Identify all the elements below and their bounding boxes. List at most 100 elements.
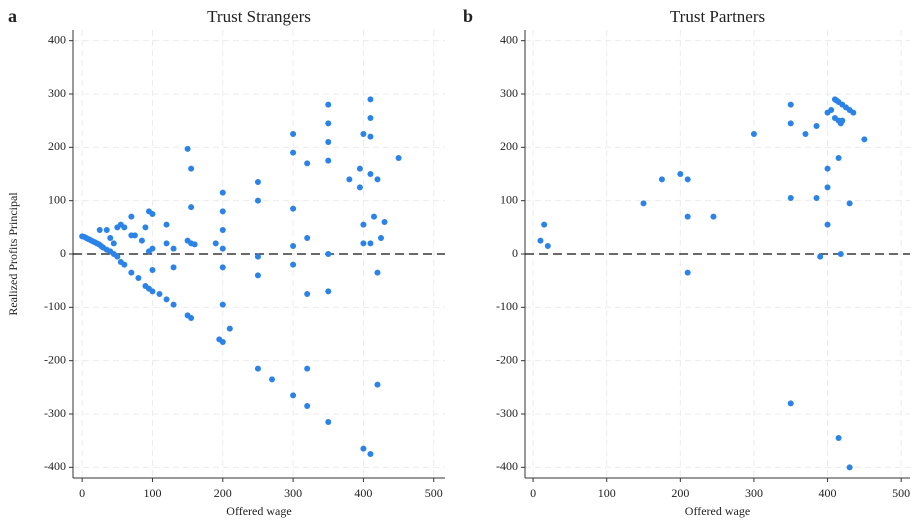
point [356, 184, 363, 191]
chart-title: Trust Strangers [207, 7, 311, 26]
point [149, 267, 156, 273]
point [813, 195, 820, 201]
x-axis-label: Offered wage [685, 504, 750, 518]
x-tick-label: 300 [745, 486, 763, 500]
y-tick-label: -200 [496, 352, 518, 366]
point [381, 219, 388, 225]
point [367, 451, 374, 457]
point [824, 184, 831, 191]
y-tick-label: 300 [500, 86, 518, 100]
point [374, 176, 381, 183]
point [839, 117, 846, 124]
point [128, 269, 135, 276]
point [677, 171, 684, 177]
point [290, 392, 297, 399]
point [360, 445, 367, 452]
point [325, 419, 332, 425]
point [658, 176, 665, 183]
point [850, 109, 857, 116]
point [750, 131, 757, 137]
point [802, 131, 809, 137]
point [138, 237, 145, 244]
point [219, 189, 226, 196]
point [817, 253, 824, 260]
point [131, 232, 138, 239]
point [367, 133, 374, 140]
point [219, 245, 226, 252]
point [325, 101, 332, 108]
y-tick-label: 200 [500, 139, 518, 153]
point [640, 200, 647, 207]
point [367, 115, 374, 121]
y-axis-label: Realized Profits Principal [6, 192, 20, 316]
point [142, 224, 149, 231]
point [149, 288, 156, 295]
y-tick-label: -400 [496, 459, 518, 473]
point [360, 221, 367, 228]
point [254, 253, 261, 260]
point [541, 221, 548, 228]
x-tick-label: 100 [598, 486, 616, 500]
chart-title: Trust Partners [670, 7, 765, 26]
point [188, 165, 195, 172]
x-tick-label: 0 [79, 486, 85, 500]
point [290, 205, 297, 212]
y-tick-label: -200 [44, 352, 66, 366]
point [128, 213, 135, 220]
y-tick-label: 100 [48, 192, 66, 206]
point [787, 400, 794, 407]
point [135, 275, 142, 281]
point [156, 291, 163, 297]
point [254, 272, 261, 279]
point [191, 241, 198, 248]
x-tick-label: 300 [284, 486, 302, 500]
point [212, 240, 219, 247]
point [170, 301, 177, 308]
point [367, 96, 374, 103]
point [219, 339, 226, 345]
point [188, 315, 195, 321]
y-tick-label: -100 [496, 299, 518, 313]
panel-label: b [463, 6, 473, 26]
point [360, 240, 367, 247]
point [813, 123, 820, 129]
point [121, 261, 128, 268]
point [226, 325, 233, 332]
point [304, 365, 311, 372]
y-tick-label: 400 [48, 32, 66, 46]
point [110, 240, 117, 247]
point [378, 235, 385, 241]
point [219, 264, 226, 271]
y-tick-label: 100 [500, 192, 518, 206]
point [824, 165, 831, 172]
point [824, 221, 831, 228]
point [537, 237, 544, 244]
point [145, 248, 152, 255]
x-tick-label: 500 [892, 486, 910, 500]
y-tick-label: -300 [496, 406, 518, 420]
point [219, 301, 226, 308]
point [374, 269, 381, 276]
point [837, 251, 844, 257]
y-tick-label: -100 [44, 299, 66, 313]
point [103, 227, 110, 233]
point [325, 251, 332, 257]
point [367, 171, 374, 177]
point [370, 213, 377, 220]
point [121, 224, 128, 231]
point [346, 176, 353, 183]
point [163, 296, 170, 303]
x-tick-label: 200 [214, 486, 232, 500]
point [304, 235, 311, 241]
x-tick-label: 400 [819, 486, 837, 500]
y-tick-label: -400 [44, 459, 66, 473]
x-tick-label: 500 [425, 486, 443, 500]
point [395, 155, 402, 161]
point [290, 149, 297, 156]
point [846, 200, 853, 207]
point [107, 235, 114, 241]
x-tick-label: 400 [354, 486, 372, 500]
y-tick-label: -300 [44, 406, 66, 420]
point [325, 120, 332, 127]
